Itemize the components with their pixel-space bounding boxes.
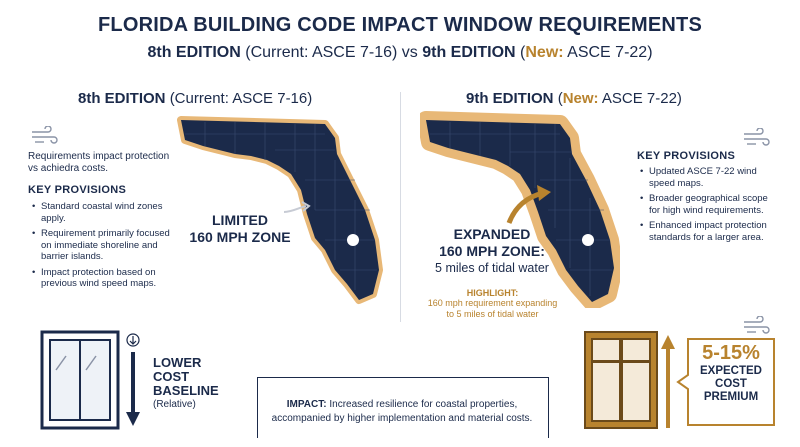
left-cost-line4: (Relative) xyxy=(153,399,196,410)
left-cost-label: LOWER COST BASELINE (Relative) xyxy=(153,356,219,412)
right-kp-title: KEY PROVISIONS xyxy=(637,150,736,162)
subtitle-vs: vs xyxy=(401,44,418,61)
list-item: Enhanced impact protection standards for… xyxy=(640,220,780,243)
page-subtitle: 8th EDITION (Current: ASCE 7-16) vs 9th … xyxy=(0,44,800,62)
right-heading-open: ( xyxy=(557,90,563,107)
list-item: Broader geographical scope for high wind… xyxy=(640,193,780,216)
list-item: Impact protection based on previous wind… xyxy=(32,267,174,290)
subtitle-9th: 9th EDITION xyxy=(422,44,516,61)
subtitle-8th-paren: (Current: ASCE 7-16) xyxy=(245,44,398,61)
left-zone-line2: 160 MPH ZONE xyxy=(189,229,291,245)
right-heading: 9th EDITION (New: ASCE 7-22) xyxy=(466,90,682,107)
left-zone-line1: LIMITED xyxy=(212,212,268,228)
right-zone-label: EXPANDED 160 MPH ZONE: 5 miles of tidal … xyxy=(412,226,572,277)
down-arrow-icon xyxy=(126,333,140,426)
list-item: Standard coastal wind zones apply. xyxy=(32,201,174,224)
florida-map-9th xyxy=(420,111,620,308)
right-zone-line2: 160 MPH ZONE: xyxy=(439,243,545,259)
premium-line3: PREMIUM xyxy=(703,391,759,403)
left-heading: 8th EDITION (Current: ASCE 7-16) xyxy=(78,90,312,107)
left-intro: Requirements impact protection vs achied… xyxy=(28,151,170,174)
wind-icon xyxy=(744,316,770,334)
window-icon-9th xyxy=(584,331,658,429)
subtitle-9th-rest: ASCE 7-22) xyxy=(567,44,653,61)
left-heading-rest: (Current: ASCE 7-16) xyxy=(169,90,313,107)
impact-body: Increased resilience for coastal propert… xyxy=(271,399,533,424)
list-item: Requirement primarily focused on immedia… xyxy=(32,228,174,263)
premium-badge xyxy=(676,338,775,426)
right-heading-rest: ASCE 7-22) xyxy=(601,90,682,107)
curved-arrow-icon xyxy=(506,185,551,224)
right-provisions: Updated ASCE 7-22 wind speed maps. Broad… xyxy=(640,166,780,247)
left-cost-line1: LOWER xyxy=(153,355,202,370)
impact-label: IMPACT: xyxy=(286,399,327,410)
highlight-title: HIGHLIGHT: xyxy=(466,288,519,298)
subtitle-open: ( xyxy=(520,44,526,61)
premium-line1: EXPECTED xyxy=(700,365,762,377)
left-zone-label: LIMITED 160 MPH ZONE xyxy=(180,212,300,246)
wind-icon xyxy=(32,126,58,144)
left-zone-arrow xyxy=(283,201,311,213)
florida-map-8th xyxy=(177,116,383,304)
right-zone-line3: 5 miles of tidal water xyxy=(435,261,549,275)
left-provisions: Standard coastal wind zones apply. Requi… xyxy=(32,201,174,294)
premium-pct: 5-15% xyxy=(702,342,760,364)
left-heading-bold: 8th EDITION xyxy=(78,90,166,107)
right-heading-bold: 9th EDITION xyxy=(466,90,554,107)
premium-line2: COST xyxy=(715,378,747,390)
impact-text: IMPACT: Increased resilience for coastal… xyxy=(260,398,544,426)
window-icon-8th xyxy=(40,330,120,430)
impact-box xyxy=(257,377,549,438)
left-kp-title: KEY PROVISIONS xyxy=(28,184,127,196)
page-title: FLORIDA BUILDING CODE IMPACT WINDOW REQU… xyxy=(97,14,702,36)
premium-label: 5-15% EXPECTED COST PREMIUM xyxy=(688,342,774,404)
left-cost-line3: BASELINE xyxy=(153,383,219,398)
right-heading-new: New: xyxy=(562,90,599,107)
left-cost-line2: COST xyxy=(153,369,190,384)
subtitle-new: New: xyxy=(525,44,564,61)
right-zone-line1: EXPANDED xyxy=(453,226,531,242)
highlight-body: 160 mph requirement expanding to 5 miles… xyxy=(427,298,558,319)
highlight-block: HIGHLIGHT: 160 mph requirement expanding… xyxy=(425,288,560,320)
list-item: Updated ASCE 7-22 wind speed maps. xyxy=(640,166,780,189)
column-divider xyxy=(400,92,401,322)
up-arrow-icon xyxy=(661,335,675,428)
subtitle-8th: 8th EDITION xyxy=(147,44,241,61)
wind-icon xyxy=(744,128,770,146)
